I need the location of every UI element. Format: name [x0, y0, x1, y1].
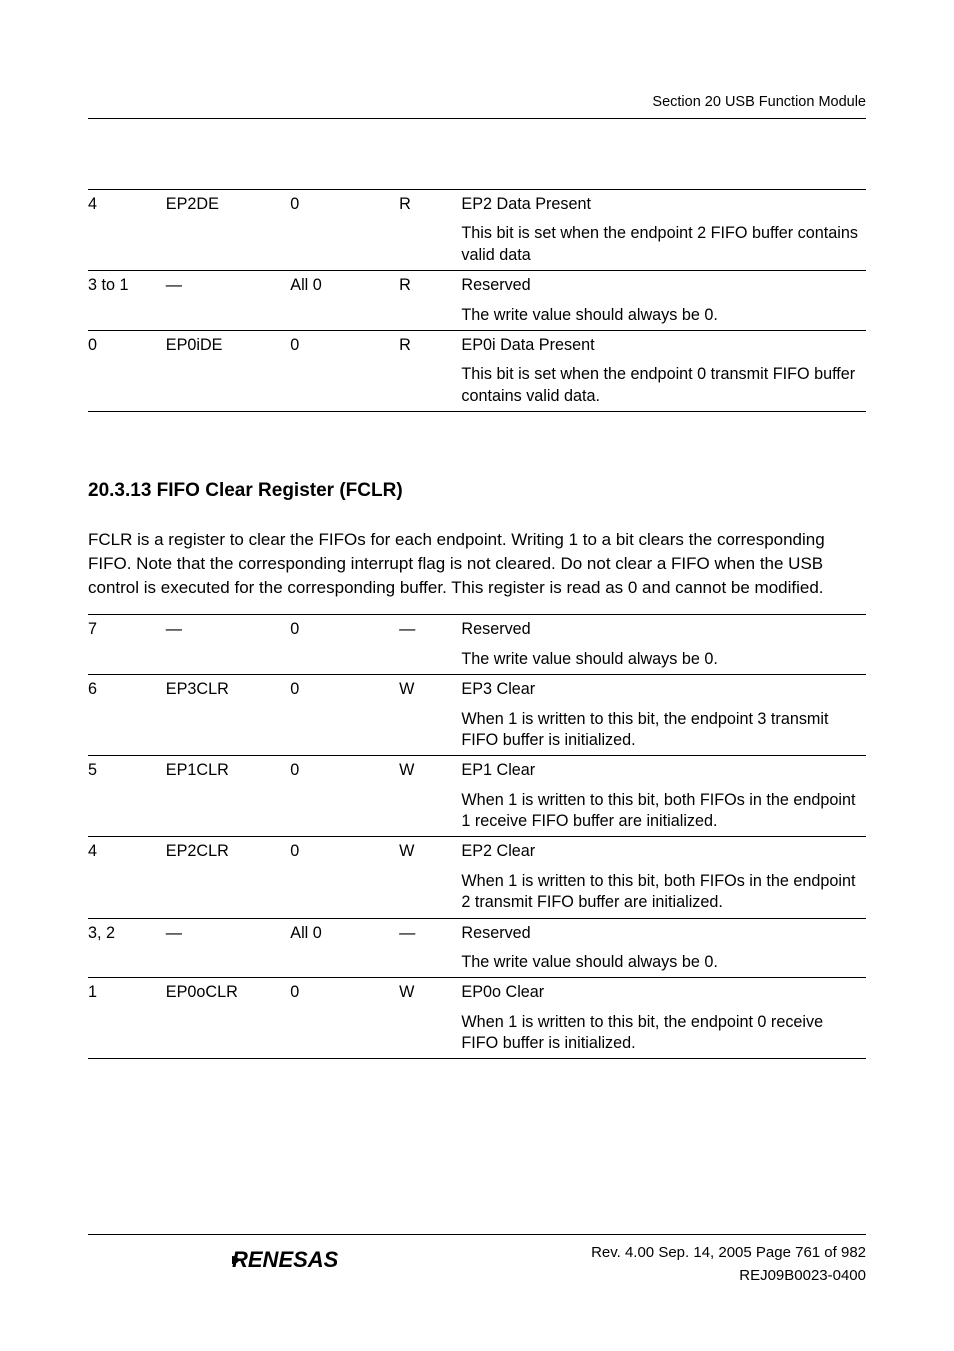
cell-name: —: [166, 271, 290, 301]
cell-rw: W: [399, 675, 461, 705]
section-body: FCLR is a register to clear the FIFOs fo…: [88, 528, 866, 600]
cell-desc: This bit is set when the endpoint 2 FIFO…: [461, 219, 866, 270]
cell-desc: Reserved: [461, 918, 866, 948]
svg-text:RENESAS: RENESAS: [232, 1247, 339, 1272]
cell-desc: EP0o Clear: [461, 978, 866, 1008]
table-row: 3 to 1 — All 0 R Reserved: [88, 271, 866, 301]
cell-desc: When 1 is written to this bit, both FIFO…: [461, 867, 866, 918]
cell-init: 0: [290, 978, 399, 1008]
table-row: The write value should always be 0.: [88, 948, 866, 978]
register-table-2: 7 — 0 — Reserved The write value should …: [88, 614, 866, 1059]
table-row: 4 EP2DE 0 R EP2 Data Present: [88, 190, 866, 220]
page-footer: RENESAS Rev. 4.00 Sep. 14, 2005 Page 761…: [88, 1234, 866, 1288]
cell-bit: 6: [88, 675, 166, 705]
cell-bit: 3 to 1: [88, 271, 166, 301]
cell-rw: W: [399, 978, 461, 1008]
table-row: When 1 is written to this bit, both FIFO…: [88, 867, 866, 918]
cell-bit: 3, 2: [88, 918, 166, 948]
table-row: This bit is set when the endpoint 2 FIFO…: [88, 219, 866, 270]
cell-bit: 4: [88, 837, 166, 867]
cell-name: EP1CLR: [166, 756, 290, 786]
cell-desc: EP3 Clear: [461, 675, 866, 705]
cell-rw: W: [399, 837, 461, 867]
cell-init: All 0: [290, 271, 399, 301]
cell-bit: 4: [88, 190, 166, 220]
cell-desc: EP0i Data Present: [461, 330, 866, 360]
cell-rw: —: [399, 615, 461, 645]
table-row: This bit is set when the endpoint 0 tran…: [88, 360, 866, 411]
table-row: 3, 2 — All 0 — Reserved: [88, 918, 866, 948]
cell-desc: Reserved: [461, 271, 866, 301]
cell-desc: When 1 is written to this bit, the endpo…: [461, 705, 866, 756]
cell-bit: 5: [88, 756, 166, 786]
cell-init: 0: [290, 190, 399, 220]
table-row: When 1 is written to this bit, the endpo…: [88, 1008, 866, 1059]
footer-text: Rev. 4.00 Sep. 14, 2005 Page 761 of 982 …: [546, 1241, 866, 1288]
register-table-1: 4 EP2DE 0 R EP2 Data Present This bit is…: [88, 189, 866, 412]
renesas-logo: RENESAS: [88, 1241, 546, 1280]
table-row: When 1 is written to this bit, the endpo…: [88, 705, 866, 756]
cell-init: 0: [290, 615, 399, 645]
table-row: 6 EP3CLR 0 W EP3 Clear: [88, 675, 866, 705]
header-section-label: Section 20 USB Function Module: [88, 94, 866, 118]
cell-desc: EP2 Clear: [461, 837, 866, 867]
page-header: Section 20 USB Function Module: [88, 0, 866, 119]
cell-name: EP2CLR: [166, 837, 290, 867]
table-row: 7 — 0 — Reserved: [88, 615, 866, 645]
cell-name: —: [166, 918, 290, 948]
cell-bit: 0: [88, 330, 166, 360]
table-row: 1 EP0oCLR 0 W EP0o Clear: [88, 978, 866, 1008]
table-row: The write value should always be 0.: [88, 301, 866, 331]
cell-desc: The write value should always be 0.: [461, 301, 866, 331]
cell-rw: W: [399, 756, 461, 786]
cell-name: EP0oCLR: [166, 978, 290, 1008]
section-heading: 20.3.13 FIFO Clear Register (FCLR): [88, 480, 866, 502]
cell-desc: When 1 is written to this bit, the endpo…: [461, 1008, 866, 1059]
cell-desc: EP2 Data Present: [461, 190, 866, 220]
cell-desc: EP1 Clear: [461, 756, 866, 786]
table-row: 0 EP0iDE 0 R EP0i Data Present: [88, 330, 866, 360]
cell-name: EP3CLR: [166, 675, 290, 705]
cell-init: 0: [290, 756, 399, 786]
footer-rule: [88, 1234, 866, 1235]
table-row: 5 EP1CLR 0 W EP1 Clear: [88, 756, 866, 786]
cell-rw: R: [399, 330, 461, 360]
cell-bit: 7: [88, 615, 166, 645]
register-table-2-body: 7 — 0 — Reserved The write value should …: [88, 615, 866, 1059]
cell-init: 0: [290, 837, 399, 867]
spacer: [88, 412, 866, 480]
table-row: The write value should always be 0.: [88, 645, 866, 675]
spacer: [88, 119, 866, 189]
cell-desc: This bit is set when the endpoint 0 tran…: [461, 360, 866, 411]
cell-rw: R: [399, 190, 461, 220]
cell-rw: —: [399, 918, 461, 948]
footer-rev-line: Rev. 4.00 Sep. 14, 2005 Page 761 of 982: [546, 1241, 866, 1264]
cell-init: 0: [290, 330, 399, 360]
cell-desc: The write value should always be 0.: [461, 948, 866, 978]
cell-bit: 1: [88, 978, 166, 1008]
cell-name: EP2DE: [166, 190, 290, 220]
renesas-logo-icon: RENESAS: [232, 1245, 402, 1275]
table-row: 4 EP2CLR 0 W EP2 Clear: [88, 837, 866, 867]
cell-desc: The write value should always be 0.: [461, 645, 866, 675]
footer-row: RENESAS Rev. 4.00 Sep. 14, 2005 Page 761…: [88, 1241, 866, 1288]
cell-init: All 0: [290, 918, 399, 948]
cell-rw: R: [399, 271, 461, 301]
cell-name: EP0iDE: [166, 330, 290, 360]
register-table-1-body: 4 EP2DE 0 R EP2 Data Present This bit is…: [88, 190, 866, 412]
table-row: When 1 is written to this bit, both FIFO…: [88, 786, 866, 837]
page: Section 20 USB Function Module 4 EP2DE 0…: [0, 0, 954, 1351]
cell-name: —: [166, 615, 290, 645]
cell-init: 0: [290, 675, 399, 705]
cell-desc: Reserved: [461, 615, 866, 645]
footer-doc-code: REJ09B0023-0400: [546, 1264, 866, 1287]
cell-desc: When 1 is written to this bit, both FIFO…: [461, 786, 866, 837]
